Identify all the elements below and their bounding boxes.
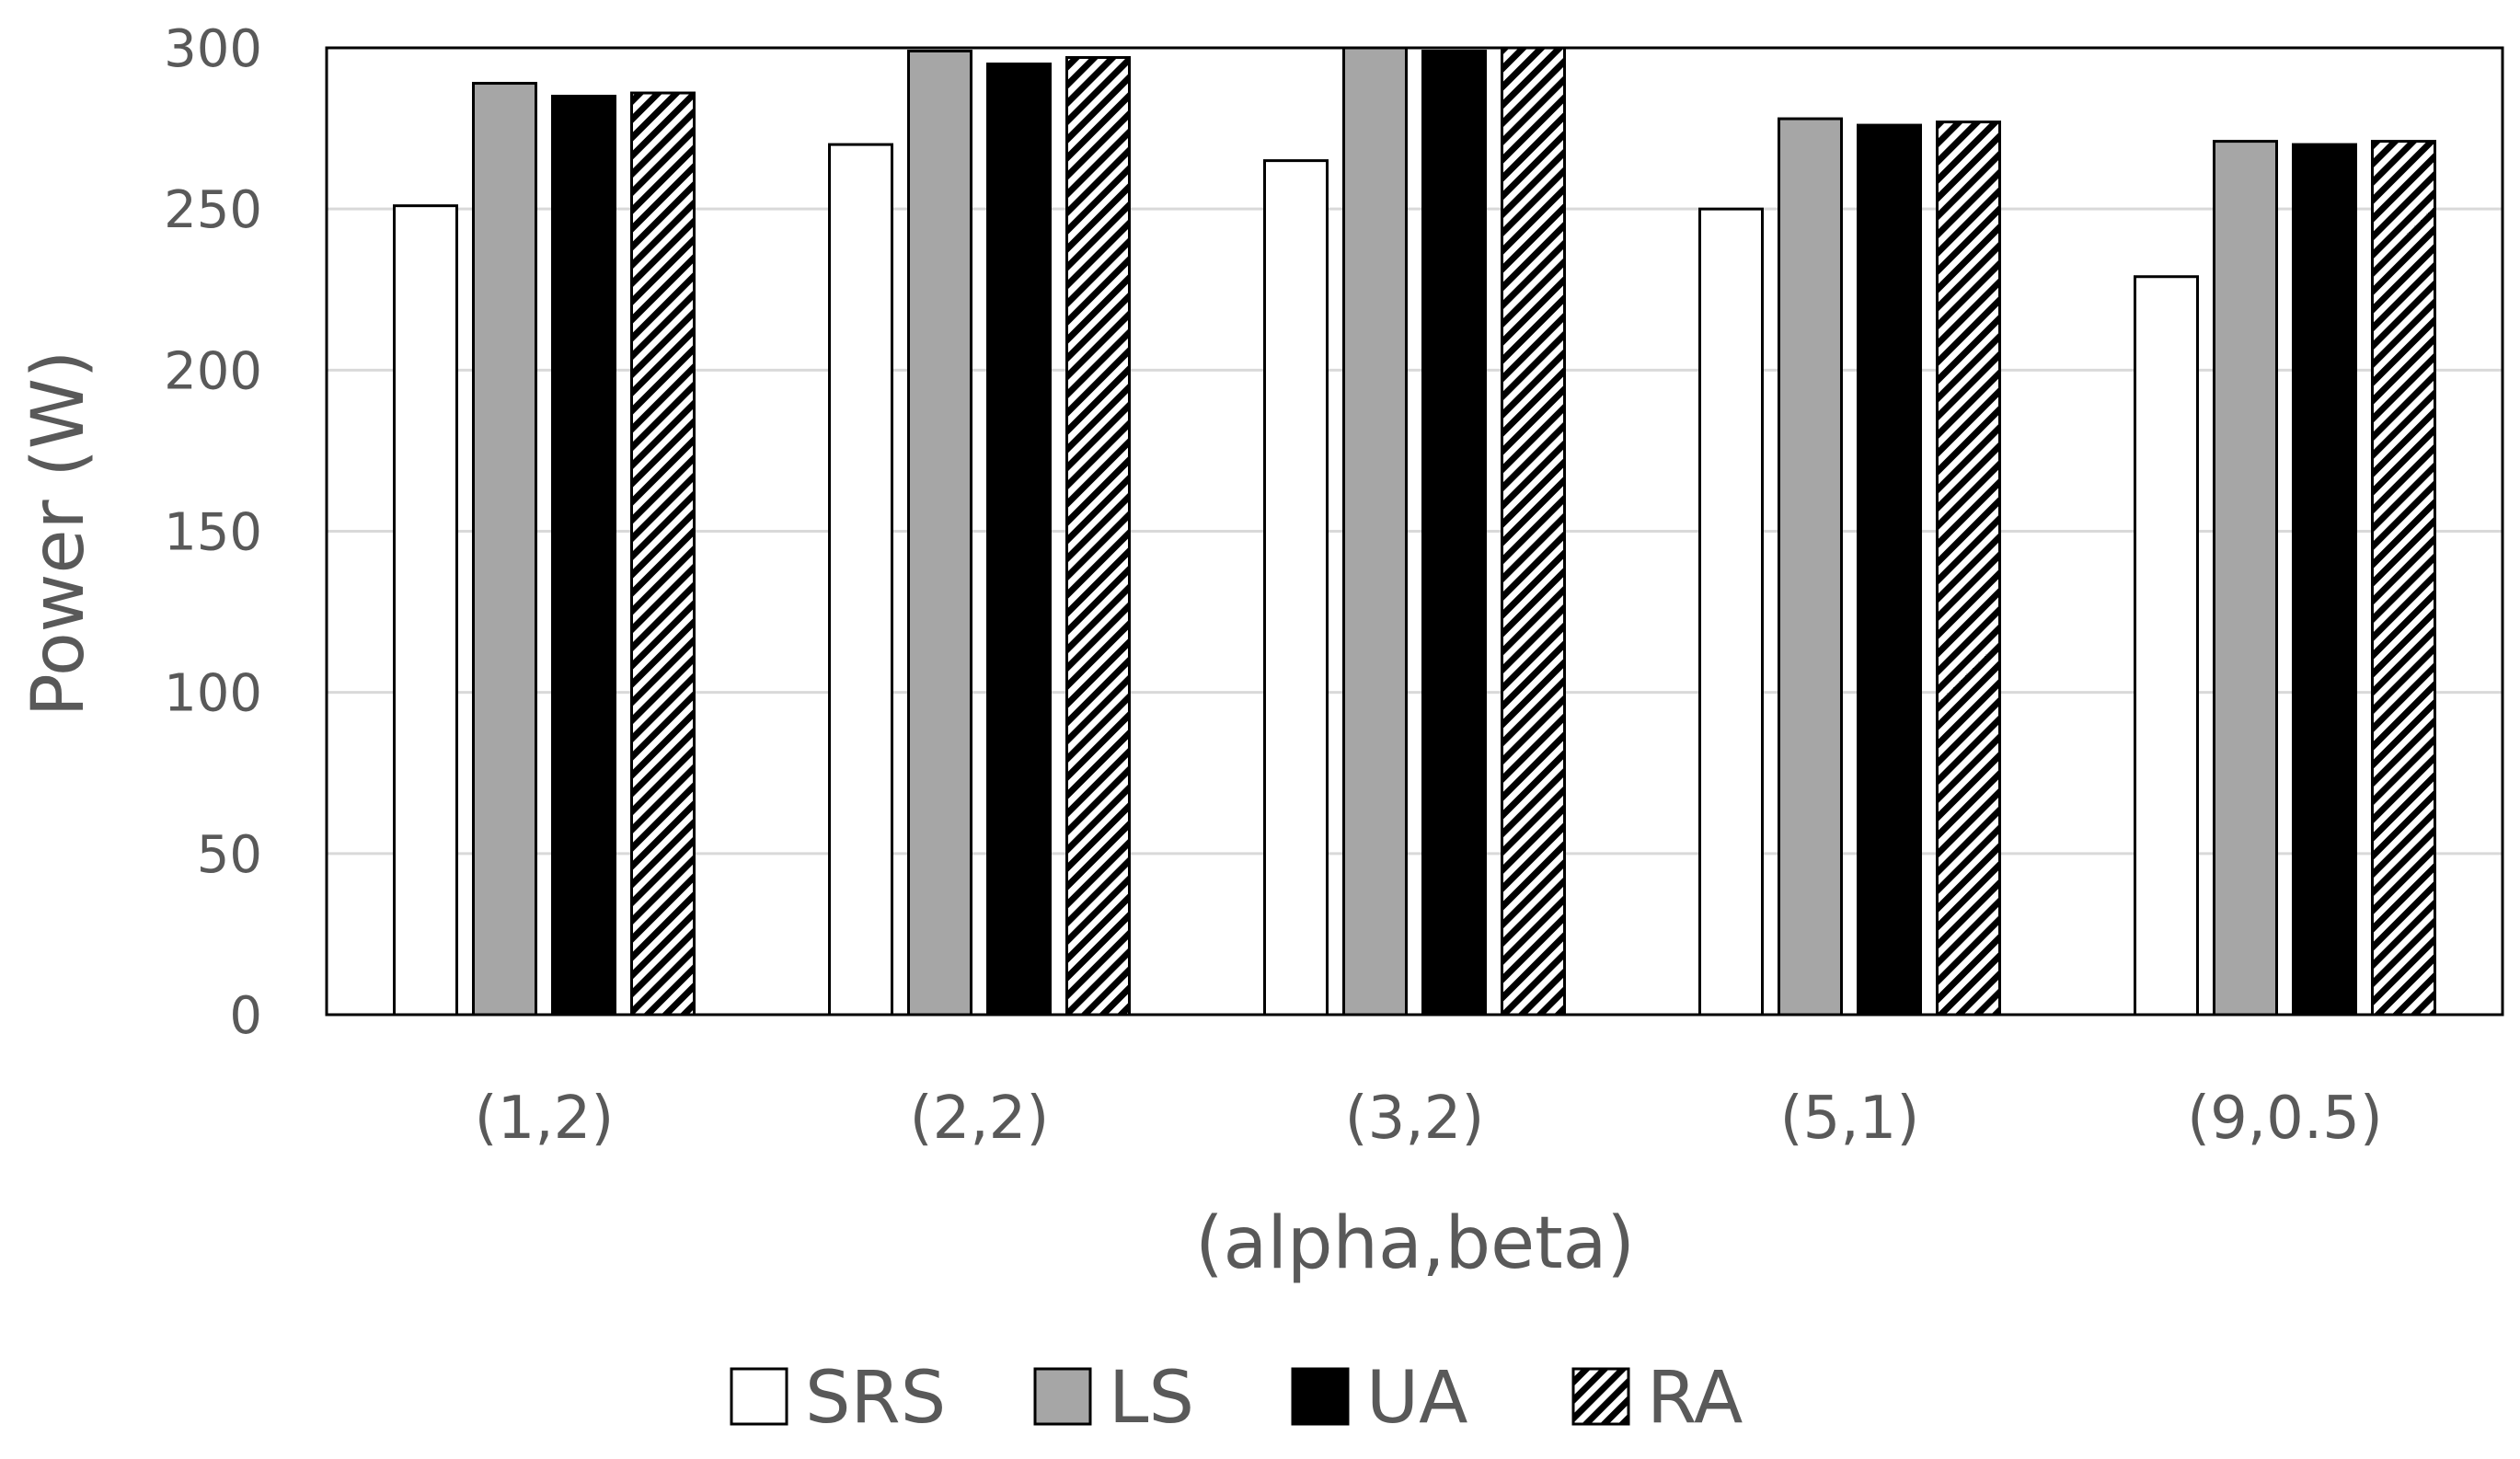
y-tick-labels: 0 50 100 150 200 250 300 bbox=[164, 19, 262, 1046]
bar-ra bbox=[1501, 46, 1566, 1017]
x-tick-label: (9,0.5) bbox=[2187, 1085, 2383, 1153]
y-tick-label: 100 bbox=[164, 664, 262, 724]
x-axis-title: (alpha,beta) bbox=[1195, 1202, 1635, 1285]
bar-ua bbox=[1857, 123, 1922, 1017]
bar-ls bbox=[907, 50, 972, 1017]
bar-ls bbox=[1342, 46, 1408, 1017]
x-tick-label: (2,2) bbox=[910, 1085, 1050, 1153]
bar-ls bbox=[2213, 140, 2278, 1017]
legend-label-ra: RA bbox=[1647, 1357, 1743, 1440]
x-tick-label: (3,2) bbox=[1345, 1085, 1485, 1153]
bar-ua bbox=[551, 95, 616, 1017]
bars bbox=[393, 46, 2436, 1017]
legend: SRS LS UA RA bbox=[730, 1357, 1743, 1440]
y-tick-label: 250 bbox=[164, 180, 262, 240]
legend-swatch-srs bbox=[730, 1367, 788, 1426]
bar-ua bbox=[986, 63, 1052, 1017]
plot-frame bbox=[325, 46, 2504, 1017]
axes bbox=[325, 46, 2504, 1017]
bar-ls bbox=[1778, 117, 1843, 1017]
bar-ra bbox=[1936, 121, 2001, 1017]
legend-swatch-ua bbox=[1291, 1367, 1350, 1426]
x-tick-label: (1,2) bbox=[475, 1085, 615, 1153]
legend-swatch-ls bbox=[1033, 1367, 1092, 1426]
y-tick-label: 0 bbox=[229, 986, 262, 1046]
bar-ls bbox=[472, 82, 537, 1017]
bar-ua bbox=[1421, 50, 1487, 1017]
bar-ua bbox=[2292, 143, 2357, 1017]
legend-label-srs: SRS bbox=[805, 1357, 946, 1440]
bar-ra bbox=[1065, 56, 1131, 1017]
x-tick-labels: (1,2) (2,2) (3,2) (5,1) (9,0.5) bbox=[475, 1085, 2383, 1153]
legend-label-ls: LS bbox=[1109, 1357, 1194, 1440]
bar-srs bbox=[2134, 275, 2199, 1017]
bar-ra bbox=[630, 91, 696, 1017]
legend-swatch-ra bbox=[1571, 1367, 1630, 1426]
bar-ra bbox=[2371, 140, 2436, 1017]
y-tick-label: 200 bbox=[164, 341, 262, 401]
x-tick-label: (5,1) bbox=[1780, 1085, 1920, 1153]
bar-srs bbox=[393, 204, 458, 1017]
legend-label-ua: UA bbox=[1366, 1357, 1467, 1440]
bar-srs bbox=[828, 143, 893, 1017]
y-axis-title: Power (W) bbox=[17, 350, 100, 718]
bar-srs bbox=[1698, 207, 1764, 1017]
y-tick-label: 300 bbox=[164, 19, 262, 79]
y-tick-label: 150 bbox=[164, 503, 262, 563]
bar-srs bbox=[1263, 159, 1329, 1017]
y-tick-label: 50 bbox=[197, 825, 262, 885]
